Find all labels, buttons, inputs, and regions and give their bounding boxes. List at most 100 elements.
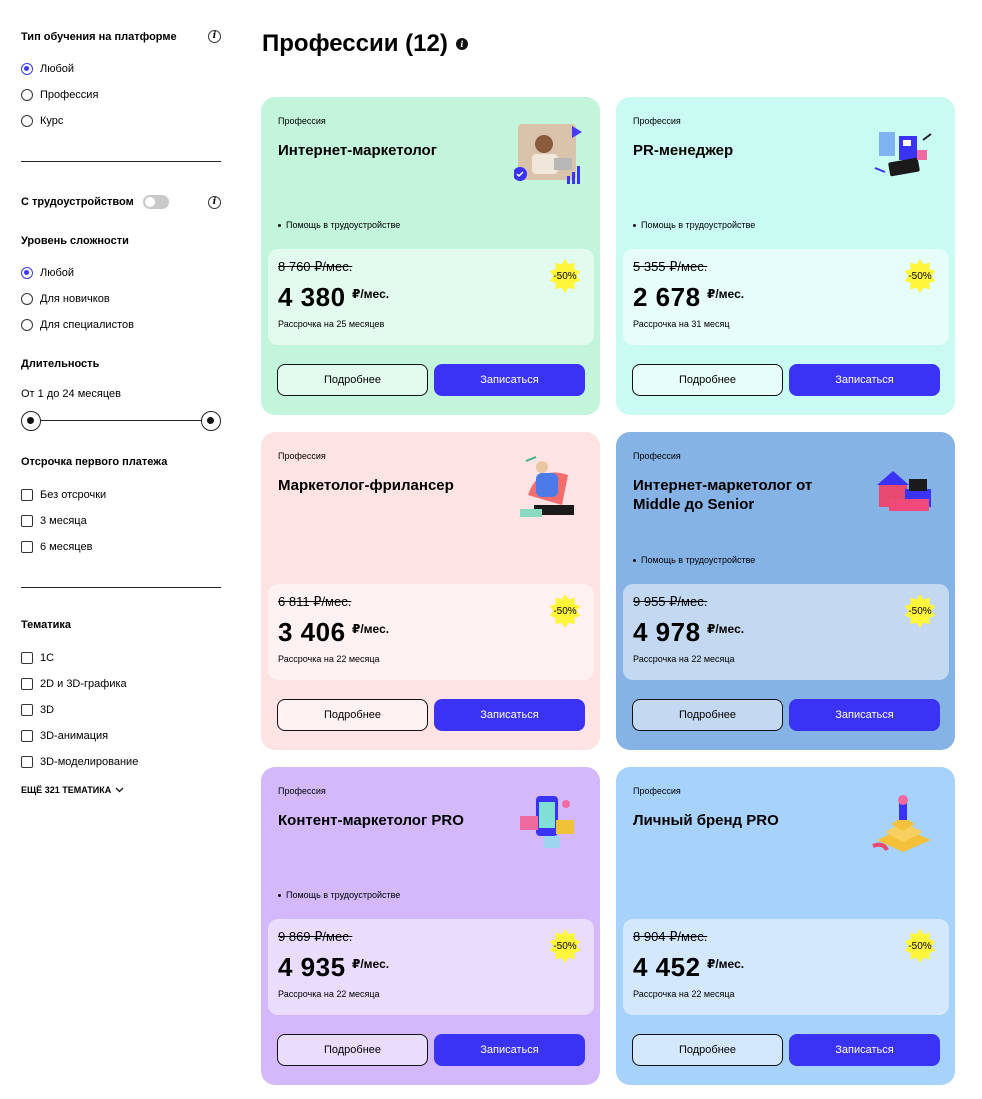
topic-option[interactable]: 1С xyxy=(21,645,138,671)
enroll-button[interactable]: Записаться xyxy=(434,1034,585,1066)
card-title[interactable]: Интернет-маркетолог xyxy=(278,142,437,159)
platform-option-course[interactable]: Курс xyxy=(21,108,98,134)
freelancer-chair-icon xyxy=(520,456,574,517)
price-period: ₽/мес. xyxy=(707,287,745,301)
employment-toggle[interactable] xyxy=(142,195,169,209)
discount-badge: -50% xyxy=(553,270,577,282)
course-card[interactable]: Профессия PR-менеджер Помощь в трудоустр… xyxy=(616,97,955,415)
platform-filter-heading: Тип обучения на платформе i xyxy=(21,30,221,43)
topic-option[interactable]: 3D-анимация xyxy=(21,723,138,749)
info-icon[interactable]: i xyxy=(455,38,468,50)
old-price: 6 811 ₽/мес. xyxy=(278,594,352,609)
deferral-option-none[interactable]: Без отсрочки xyxy=(21,482,106,508)
level-filter-title: Уровень сложности xyxy=(21,235,129,247)
enroll-button[interactable]: Записаться xyxy=(789,1034,940,1066)
level-option-beginner[interactable]: Для новичков xyxy=(21,286,134,312)
podium-figure-icon xyxy=(872,795,931,852)
platform-options: Любой Профессия Курс xyxy=(21,56,98,134)
option-label: Для новичков xyxy=(40,293,110,305)
price-period: ₽/мес. xyxy=(707,622,745,636)
radio-checked-icon[interactable] xyxy=(21,267,33,279)
details-button[interactable]: Подробнее xyxy=(632,699,783,731)
checkbox-icon[interactable] xyxy=(21,489,33,501)
price-period: ₽/мес. xyxy=(352,622,390,636)
details-button[interactable]: Подробнее xyxy=(277,1034,428,1066)
details-button[interactable]: Подробнее xyxy=(277,364,428,396)
card-kind: Профессия xyxy=(278,786,326,796)
card-title[interactable]: Контент-маркетолог PRO xyxy=(278,812,464,829)
platform-option-any[interactable]: Любой xyxy=(21,56,98,82)
price-period: ₽/мес. xyxy=(707,957,745,971)
level-option-specialist[interactable]: Для специалистов xyxy=(21,312,134,338)
installment-term: Рассрочка на 22 месяца xyxy=(633,654,735,664)
topic-option[interactable]: 2D и 3D-графика xyxy=(21,671,138,697)
slider-max-handle[interactable] xyxy=(201,411,221,431)
enroll-button[interactable]: Записаться xyxy=(434,364,585,396)
discount-badge: -50% xyxy=(553,605,577,617)
radio-icon[interactable] xyxy=(21,89,33,101)
old-price: 9 869 ₽/мес. xyxy=(278,929,353,944)
checkbox-icon[interactable] xyxy=(21,756,33,768)
radio-icon[interactable] xyxy=(21,115,33,127)
slider-min-handle[interactable] xyxy=(21,411,41,431)
radio-checked-icon[interactable] xyxy=(21,63,33,75)
employment-help-note: Помощь в трудоустройстве xyxy=(633,555,755,565)
card-title[interactable]: Маркетолог-фрилансер xyxy=(278,477,454,494)
course-card[interactable]: Профессия Интернет-маркетолог от Middle … xyxy=(616,432,955,750)
price-box: 9 955 ₽/мес. 4 978 ₽/мес. Рассрочка на 2… xyxy=(623,584,949,680)
topic-option[interactable]: 3D-моделирование xyxy=(21,749,138,775)
checkbox-icon[interactable] xyxy=(21,652,33,664)
enroll-button[interactable]: Записаться xyxy=(434,699,585,731)
topics-filter-heading: Тематика xyxy=(21,619,71,631)
employment-filter: С трудоустройством i xyxy=(21,195,221,209)
checkbox-icon[interactable] xyxy=(21,704,33,716)
radio-icon[interactable] xyxy=(21,319,33,331)
platform-option-profession[interactable]: Профессия xyxy=(21,82,98,108)
card-title[interactable]: Личный бренд PRO xyxy=(633,812,779,829)
deferral-option-3m[interactable]: 3 месяца xyxy=(21,508,106,534)
more-topics-link[interactable]: ЕЩЁ 321 ТЕМАТИКА xyxy=(21,785,124,795)
current-price: 4 452 xyxy=(633,952,701,982)
info-icon[interactable]: i xyxy=(208,195,221,209)
page-title: Профессии (12) i xyxy=(262,30,468,58)
info-icon[interactable]: i xyxy=(208,30,221,43)
duration-filter-heading: Длительность xyxy=(21,358,99,370)
card-title[interactable]: PR-менеджер xyxy=(633,142,734,159)
deferral-filter-title: Отсрочка первого платежа xyxy=(21,456,168,468)
pr-letters-icon xyxy=(874,132,932,177)
option-label: Любой xyxy=(40,267,75,279)
duration-range-text: От 1 до 24 месяцев xyxy=(21,388,121,400)
card-title[interactable]: Интернет-маркетолог от Middle до Senior xyxy=(633,477,813,513)
current-price: 2 678 xyxy=(633,282,701,312)
installment-term: Рассрочка на 22 месяца xyxy=(633,989,735,999)
duration-slider[interactable] xyxy=(21,410,221,432)
checkbox-icon[interactable] xyxy=(21,730,33,742)
option-label: Для специалистов xyxy=(40,319,134,331)
course-card[interactable]: Профессия Маркетолог-фрилансер 6 811 ₽/м… xyxy=(261,432,600,750)
details-button[interactable]: Подробнее xyxy=(277,699,428,731)
level-option-any[interactable]: Любой xyxy=(21,260,134,286)
course-card[interactable]: Профессия Интернет-маркетолог Помощь в т… xyxy=(261,97,600,415)
topic-option[interactable]: 3D xyxy=(21,697,138,723)
radio-icon[interactable] xyxy=(21,293,33,305)
details-button[interactable]: Подробнее xyxy=(632,1034,783,1066)
level-filter-heading: Уровень сложности xyxy=(21,235,129,247)
details-button[interactable]: Подробнее xyxy=(632,364,783,396)
old-price: 8 760 ₽/мес. xyxy=(278,259,353,274)
enroll-button[interactable]: Записаться xyxy=(789,699,940,731)
checkbox-icon[interactable] xyxy=(21,515,33,527)
course-card[interactable]: Профессия Личный бренд PRO 8 904 ₽/мес. … xyxy=(616,767,955,1085)
discount-burst-icon xyxy=(904,259,936,293)
level-options: Любой Для новичков Для специалистов xyxy=(21,260,134,338)
course-card[interactable]: Профессия Контент-маркетолог PRO Помощь … xyxy=(261,767,600,1085)
checkbox-icon[interactable] xyxy=(21,678,33,690)
discount-burst-icon xyxy=(549,929,581,963)
slider-track[interactable] xyxy=(31,420,211,421)
price-box: 9 869 ₽/мес. 4 935 ₽/мес. Рассрочка на 2… xyxy=(268,919,594,1015)
enroll-button[interactable]: Записаться xyxy=(789,364,940,396)
checkbox-icon[interactable] xyxy=(21,541,33,553)
duration-filter-title: Длительность xyxy=(21,358,100,370)
woman-laptop-icon xyxy=(514,124,582,184)
discount-burst-icon xyxy=(904,594,936,628)
deferral-option-6m[interactable]: 6 месяцев xyxy=(21,534,106,560)
